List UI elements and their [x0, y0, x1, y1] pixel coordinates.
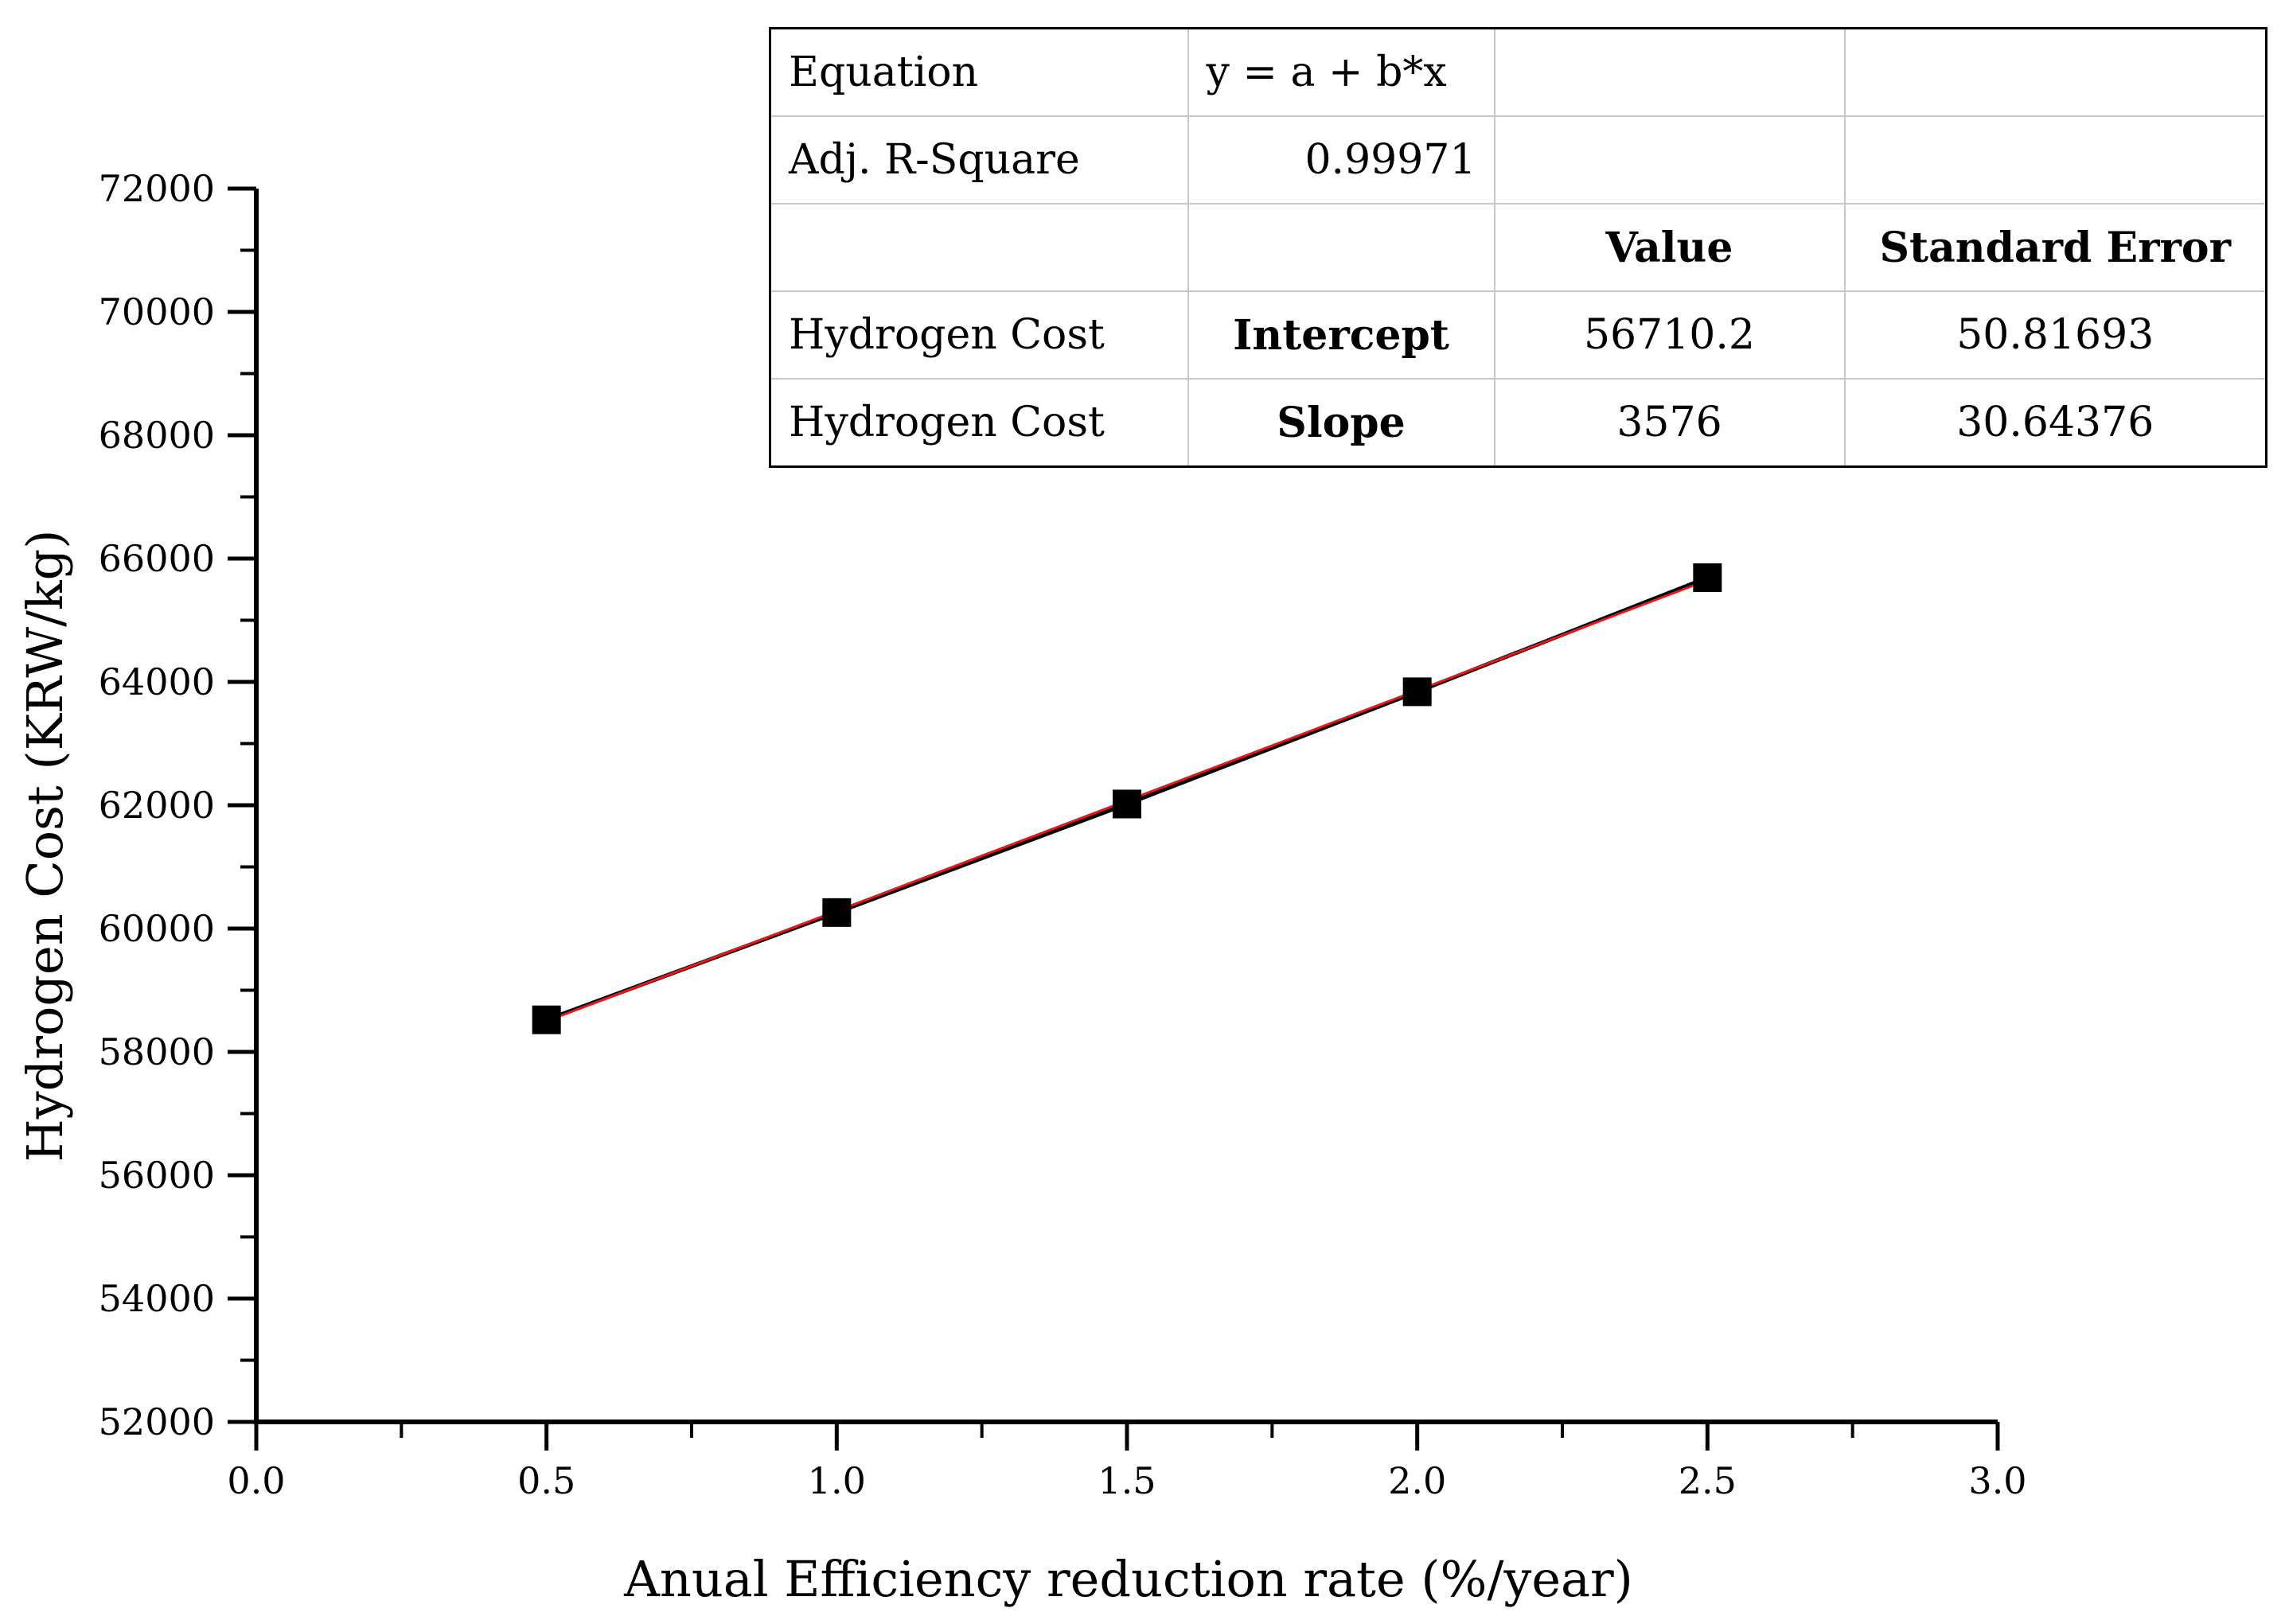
y-tick-label: 72000	[99, 167, 215, 210]
data-points	[532, 563, 1722, 1034]
table-row: Value Standard Error	[769, 203, 2267, 292]
y-tick-label: 64000	[99, 660, 215, 703]
table-cell	[1843, 115, 2267, 204]
data-point	[1113, 789, 1141, 819]
y-tick-label: 68000	[99, 414, 215, 457]
x-tick-label: 2.0	[1388, 1459, 1446, 1502]
table-cell: Hydrogen Cost	[769, 290, 1189, 380]
y-tick-label: 54000	[99, 1277, 215, 1320]
data-point	[1402, 677, 1432, 707]
table-cell	[1493, 115, 1846, 204]
y-axis: 52000 54000 56000 58000 60000 62000 64000 66000…	[99, 167, 259, 1443]
table-cell: 0.99971	[1187, 115, 1495, 204]
x-axis: 0.0 0.5 1.0 1.5 2.0 2.5 3.0	[227, 1420, 2027, 1502]
table-cell: 3576	[1493, 378, 1846, 468]
x-tick-label: 1.0	[808, 1459, 866, 1502]
table-header-value: Value	[1493, 203, 1846, 292]
x-tick-label: 0.5	[517, 1459, 575, 1502]
table-cell: 50.81693	[1843, 290, 2267, 380]
data-point	[822, 898, 852, 927]
table-row: Hydrogen Cost Slope 3576 30.64376	[769, 378, 2267, 468]
table-cell	[769, 203, 1189, 292]
table-cell	[1493, 27, 1846, 117]
table-cell: Hydrogen Cost	[769, 378, 1189, 468]
table-header-standard-error: Standard Error	[1843, 203, 2267, 292]
table-cell	[1187, 203, 1495, 292]
table-cell: y = a + b*x	[1187, 27, 1495, 117]
y-tick-label: 66000	[99, 537, 215, 580]
table-cell: 30.64376	[1843, 378, 2267, 468]
y-tick-label: 52000	[99, 1400, 215, 1443]
x-tick-label: 0.0	[227, 1459, 285, 1502]
table-cell	[1843, 27, 2267, 117]
data-point	[532, 1005, 561, 1034]
y-tick-label: 58000	[99, 1030, 215, 1073]
table-row: Equation y = a + b*x	[769, 27, 2267, 117]
table-cell-slope: Slope	[1187, 378, 1495, 468]
x-tick-label: 3.0	[1968, 1459, 2026, 1502]
y-tick-label: 60000	[99, 907, 215, 950]
table-cell: 56710.2	[1493, 290, 1846, 380]
table-cell-intercept: Intercept	[1187, 290, 1495, 380]
data-point	[1693, 563, 1722, 593]
x-axis-title: Anual Efficiency reduction rate (%/year)	[623, 1550, 1633, 1608]
table-cell: Equation	[769, 27, 1189, 117]
table-cell: Adj. R-Square	[769, 115, 1189, 204]
table-row: Adj. R-Square 0.99971	[769, 115, 2267, 204]
x-tick-label: 1.5	[1098, 1459, 1156, 1502]
y-axis-title: Hydrogen Cost (KRW/kg)	[16, 530, 74, 1163]
table-row: Hydrogen Cost Intercept 56710.2 50.81693	[769, 290, 2267, 380]
y-tick-label: 56000	[99, 1154, 215, 1197]
y-tick-label: 70000	[99, 290, 215, 333]
fit-results-table: Equation y = a + b*x Adj. R-Square 0.999…	[769, 27, 2267, 468]
y-tick-label: 62000	[99, 784, 215, 827]
x-tick-label: 2.5	[1679, 1459, 1737, 1502]
